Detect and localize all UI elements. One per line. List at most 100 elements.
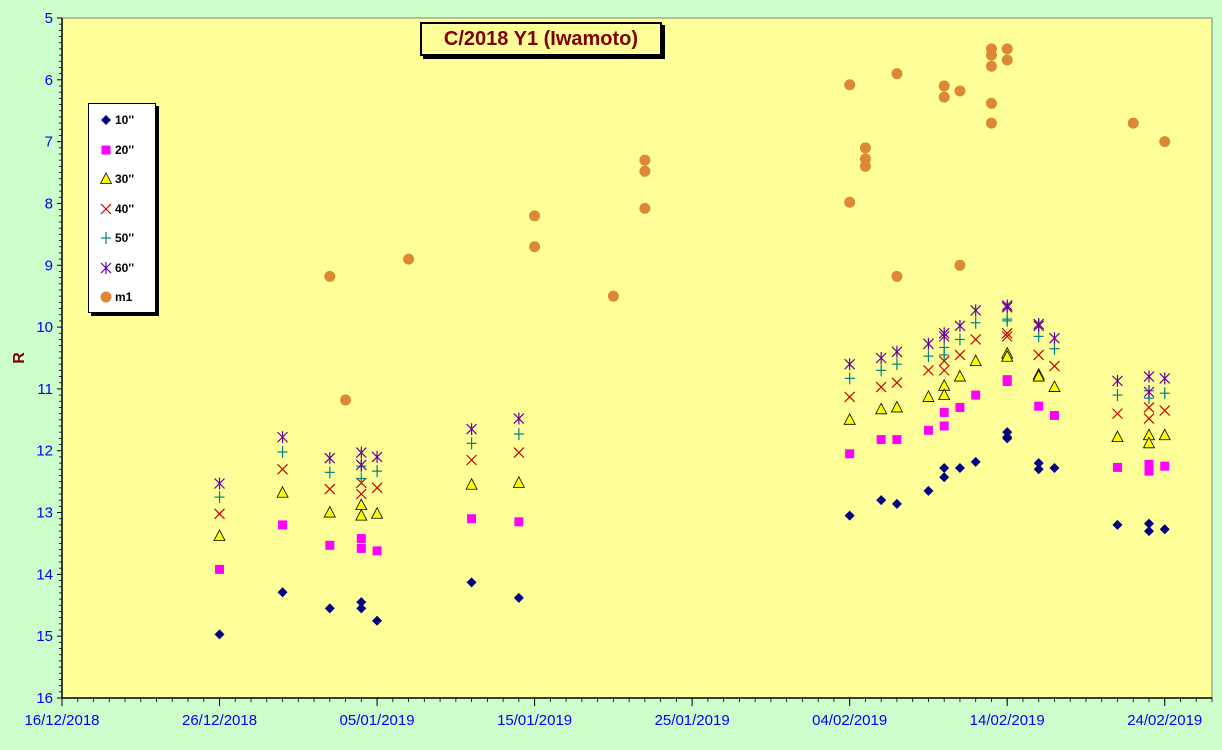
x-tick-label: 16/12/2018 xyxy=(24,712,99,729)
legend-item: m1 xyxy=(99,289,153,305)
data-point xyxy=(512,476,526,488)
data-point xyxy=(213,529,226,541)
data-point xyxy=(1143,402,1155,413)
data-point xyxy=(844,510,855,521)
legend-marker xyxy=(100,203,112,214)
legend-label: m1 xyxy=(115,290,133,304)
x-tick-label: 14/02/2019 xyxy=(970,712,1045,729)
data-point xyxy=(356,603,367,614)
data-point xyxy=(1049,342,1060,355)
data-point xyxy=(876,495,887,506)
data-point xyxy=(971,390,981,400)
series-10 xyxy=(214,427,1170,640)
legend-marker xyxy=(101,115,111,125)
data-point xyxy=(939,407,949,417)
x-tick-label: 05/01/2019 xyxy=(340,712,415,729)
y-tick-label: 15 xyxy=(36,628,53,645)
y-tick-label: 13 xyxy=(36,505,53,522)
data-point xyxy=(1033,319,1045,332)
data-point xyxy=(954,85,966,97)
data-point xyxy=(875,402,888,415)
data-point xyxy=(276,485,289,498)
data-point xyxy=(1002,314,1013,327)
data-point xyxy=(356,597,367,608)
y-tick-label: 6 xyxy=(45,72,53,89)
data-point xyxy=(844,372,855,385)
data-point xyxy=(939,463,950,474)
data-point xyxy=(938,364,950,376)
data-point xyxy=(1142,436,1156,449)
data-point xyxy=(1049,332,1060,345)
data-point xyxy=(1111,430,1124,443)
data-point xyxy=(970,456,981,467)
legend-label: 60'' xyxy=(115,260,135,275)
data-point xyxy=(639,202,651,214)
data-point xyxy=(465,477,478,490)
data-point xyxy=(859,160,871,172)
data-point xyxy=(1143,370,1155,383)
data-point xyxy=(1002,376,1012,386)
data-point xyxy=(844,358,856,371)
data-point xyxy=(939,348,950,361)
data-point xyxy=(953,369,967,382)
data-point xyxy=(277,445,288,458)
legend-item: 40'' xyxy=(99,201,153,217)
data-point xyxy=(922,390,935,402)
data-point xyxy=(214,629,225,640)
data-point xyxy=(513,412,525,425)
legend-item: 60'' xyxy=(99,260,153,276)
legend-item: 50'' xyxy=(99,230,153,246)
legend-marker-shape xyxy=(100,203,112,214)
data-point xyxy=(985,97,997,109)
legend-label: 20'' xyxy=(115,142,135,157)
data-point xyxy=(859,142,871,154)
data-point xyxy=(969,354,982,366)
data-point xyxy=(215,564,225,574)
data-point xyxy=(939,472,950,483)
data-point xyxy=(938,330,950,343)
legend-marker-shape xyxy=(100,291,112,303)
data-point xyxy=(954,319,966,332)
data-point xyxy=(1049,463,1060,474)
data-point xyxy=(278,520,288,530)
data-point xyxy=(371,450,383,463)
data-point xyxy=(1048,380,1061,392)
y-tick-label: 5 xyxy=(45,10,53,27)
plot-area xyxy=(61,17,1213,699)
data-point xyxy=(1143,386,1155,398)
data-point xyxy=(324,603,335,614)
data-point xyxy=(876,364,887,377)
data-point xyxy=(214,508,225,520)
data-point xyxy=(891,345,903,358)
legend-item: 30'' xyxy=(99,171,153,187)
data-point xyxy=(955,402,965,412)
data-point xyxy=(1160,461,1170,471)
data-point xyxy=(892,435,902,445)
data-point xyxy=(356,543,366,553)
y-tick-label: 16 xyxy=(36,690,53,707)
data-point xyxy=(324,466,335,479)
data-point xyxy=(324,270,336,282)
data-point xyxy=(1143,526,1154,537)
data-point xyxy=(529,210,541,222)
data-point xyxy=(355,458,367,471)
data-point xyxy=(1001,330,1013,342)
legend-marker xyxy=(101,145,111,154)
data-point xyxy=(513,592,524,603)
data-point xyxy=(324,452,336,465)
data-point xyxy=(324,483,336,495)
data-point xyxy=(938,80,950,92)
x-tick-label: 24/02/2019 xyxy=(1127,712,1202,729)
data-point xyxy=(891,68,903,80)
legend-label: 30'' xyxy=(115,172,135,186)
data-point xyxy=(970,304,982,317)
data-point xyxy=(1001,327,1013,339)
data-point xyxy=(1159,387,1170,400)
legend-marker-shape xyxy=(101,115,111,125)
data-point xyxy=(970,316,981,329)
data-point xyxy=(1127,117,1139,129)
data-point xyxy=(355,446,367,459)
legend-marker xyxy=(99,172,113,184)
data-point xyxy=(513,447,525,459)
data-point xyxy=(875,381,887,393)
